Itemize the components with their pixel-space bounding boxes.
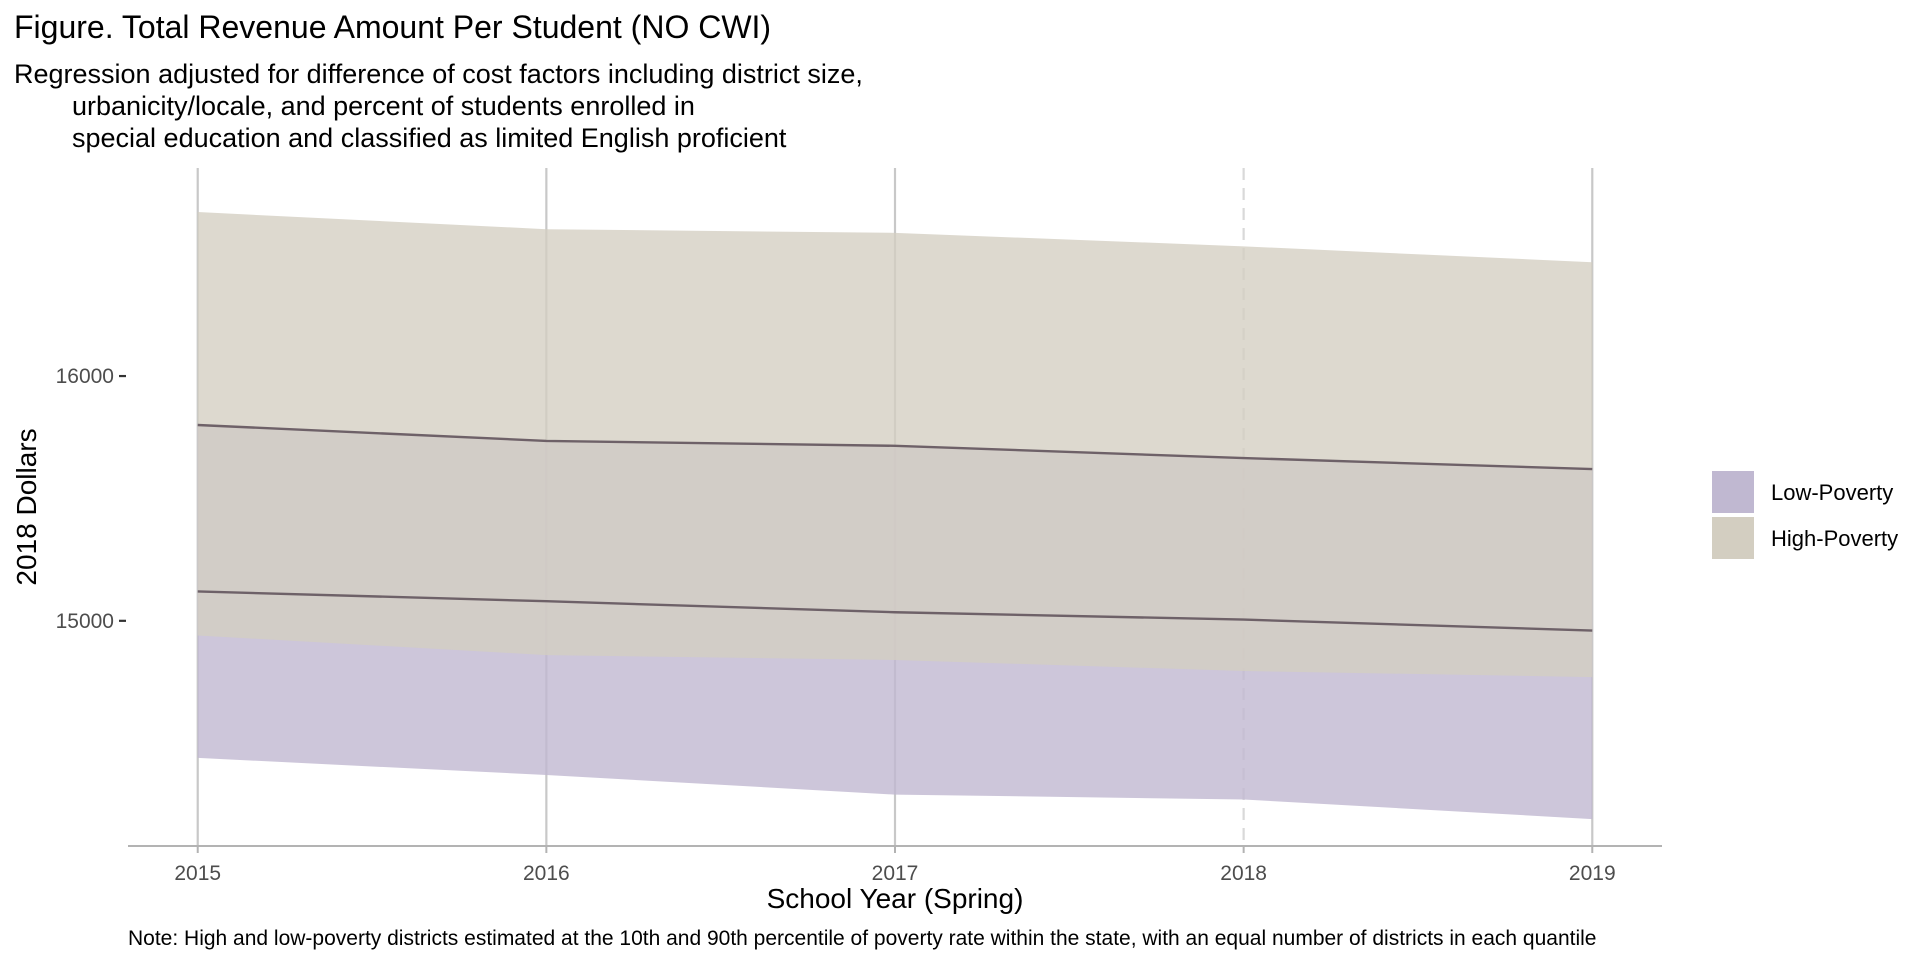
x-axis-ticks: 2015 2016 2017 2018 2019 [174, 846, 1616, 885]
x-tick-label-2016: 2016 [523, 862, 570, 885]
legend-label-low-poverty: Low-Poverty [1771, 480, 1893, 505]
legend-label-high-poverty: High-Poverty [1771, 526, 1898, 551]
chart-subtitle-line-1: Regression adjusted for difference of co… [14, 59, 863, 89]
y-axis-ticks: 15000 16000 [56, 365, 126, 633]
y-axis-title: 2018 Dollars [11, 428, 42, 585]
y-tick-label-16000: 16000 [56, 365, 114, 388]
legend-key-low-poverty [1710, 469, 1756, 515]
x-axis-title: School Year (Spring) [767, 883, 1024, 914]
line-low-poverty [197, 590, 1593, 632]
chart-subtitle-line-3: special education and classified as limi… [72, 123, 787, 153]
x-tick-label-2017: 2017 [872, 862, 919, 885]
x-tick-label-2015: 2015 [174, 862, 221, 885]
chart-title: Figure. Total Revenue Amount Per Student… [14, 9, 771, 45]
x-tick-label-2018: 2018 [1220, 862, 1267, 885]
line-high-poverty [197, 423, 1593, 471]
y-tick-label-15000: 15000 [56, 610, 114, 633]
band-high-poverty [197, 212, 1593, 678]
confidence-bands [197, 212, 1593, 820]
legend-key-high-poverty [1710, 515, 1756, 561]
x-tick-label-2019: 2019 [1569, 862, 1616, 885]
chart-subtitle-line-2: urbanicity/locale, and percent of studen… [72, 91, 695, 121]
chart-caption: Note: High and low-poverty districts est… [128, 927, 1596, 950]
series-lines [197, 423, 1593, 632]
legend: Low-Poverty High-Poverty [1710, 469, 1898, 561]
